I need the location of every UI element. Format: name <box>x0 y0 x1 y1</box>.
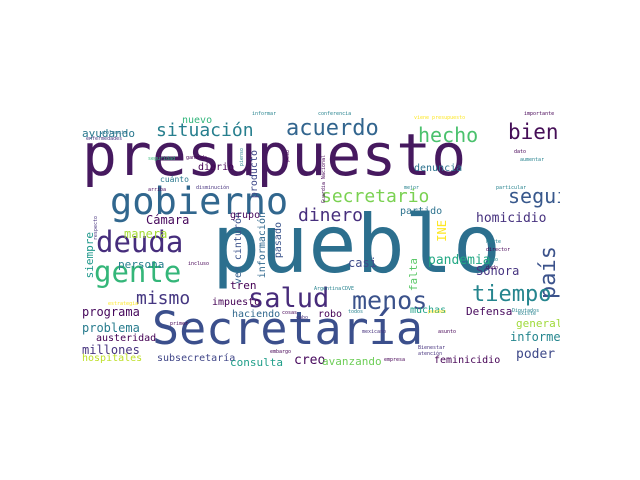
word: impuesto <box>212 297 261 308</box>
word: acuerdo <box>286 116 379 141</box>
word: lado <box>486 257 499 263</box>
word: consulta <box>230 356 283 369</box>
word: gente <box>94 255 182 289</box>
word: menos <box>352 286 428 315</box>
word: tren <box>230 279 257 292</box>
word: dato <box>514 149 527 155</box>
word: información <box>257 212 268 279</box>
word: atención <box>418 351 443 357</box>
word: dinero <box>298 205 364 226</box>
word: respecto <box>93 216 99 241</box>
word: conferencia <box>318 111 352 117</box>
word: subsecretaría <box>157 353 236 364</box>
word: millones <box>82 343 140 357</box>
word: manera <box>124 227 168 241</box>
word: Norte <box>486 239 502 245</box>
word: presupuesto <box>82 121 467 189</box>
word: violencia <box>100 130 128 136</box>
word: falta <box>407 258 420 292</box>
word: general <box>516 317 560 330</box>
word: particular <box>496 185 527 191</box>
word: poder <box>516 347 556 362</box>
word: INE <box>435 220 449 242</box>
word-cloud: presupuesto pueblo Secretaría gobierno deuda… <box>80 107 560 373</box>
word: Diputados <box>512 308 540 314</box>
word: mismo <box>136 288 191 309</box>
word: Argentina <box>314 286 342 292</box>
word: pasado <box>273 222 284 259</box>
word: empresa <box>384 357 406 363</box>
word: primer <box>170 321 189 327</box>
word: casi <box>348 256 377 270</box>
word: Defensa <box>466 305 513 318</box>
word: aumentar <box>520 157 545 163</box>
word: feminicidio <box>434 355 501 366</box>
word: deuda <box>96 225 184 259</box>
word: Cámara <box>146 213 190 227</box>
word: hecho <box>418 123 479 147</box>
word: creo <box>294 353 326 368</box>
word: seguridad <box>148 156 176 162</box>
word: Bienestar <box>418 345 446 351</box>
word: grupo <box>230 210 261 221</box>
word: salud <box>248 283 330 314</box>
word: pienso <box>239 148 245 167</box>
word: tiempo <box>472 282 552 307</box>
word: homicidio <box>476 211 547 226</box>
word: Sonora <box>476 264 520 278</box>
word: peso <box>285 150 291 163</box>
word: todos <box>348 309 364 315</box>
word: muchas <box>410 305 447 316</box>
word: mexicano <box>362 329 387 335</box>
word: ganando <box>186 155 208 161</box>
word: CDVE <box>342 286 355 292</box>
word: vez <box>233 266 244 285</box>
word: director <box>486 247 511 253</box>
word: estrategia <box>108 301 139 307</box>
word: partido <box>400 206 443 217</box>
word: cuánto <box>160 175 189 184</box>
word: informe <box>510 330 560 344</box>
word: mejor <box>404 185 420 191</box>
word: hospitales <box>82 353 143 364</box>
word: informar <box>252 111 277 117</box>
word: Guardia Nacional <box>321 155 327 204</box>
word: incluso <box>188 261 210 267</box>
word: Secretaría <box>152 302 423 355</box>
word: robo <box>318 309 343 320</box>
word: viene presupuesto <box>414 115 466 121</box>
word: gobierno <box>110 180 289 223</box>
word: importante <box>524 111 555 117</box>
word: cabo <box>296 315 309 321</box>
word: bien <box>508 120 559 144</box>
word: avanzando <box>322 355 382 368</box>
word: pandemia <box>428 253 491 268</box>
word: pueden <box>428 309 447 315</box>
word: programa <box>82 305 140 319</box>
word: secretario <box>321 186 430 207</box>
word: denuncia <box>414 163 463 174</box>
word: ayudando <box>82 127 135 140</box>
word: arriba <box>148 187 167 193</box>
word: asunto <box>438 329 457 335</box>
word: pueblo <box>212 198 501 291</box>
word: cosas <box>282 310 298 316</box>
word: haciendo <box>232 309 281 320</box>
word: austeridad <box>96 333 157 344</box>
word: enfermedades <box>86 136 123 142</box>
word: embargo <box>270 349 292 355</box>
word: diario <box>198 162 235 173</box>
word: persona <box>118 258 165 271</box>
word: dado <box>486 265 499 271</box>
word: situación <box>156 120 254 141</box>
word: producto <box>249 150 260 199</box>
word: disminución <box>196 185 230 191</box>
word: problema <box>82 321 140 335</box>
word: nuevo <box>182 115 213 126</box>
word: seguir <box>508 184 560 208</box>
word: existe <box>518 311 537 317</box>
